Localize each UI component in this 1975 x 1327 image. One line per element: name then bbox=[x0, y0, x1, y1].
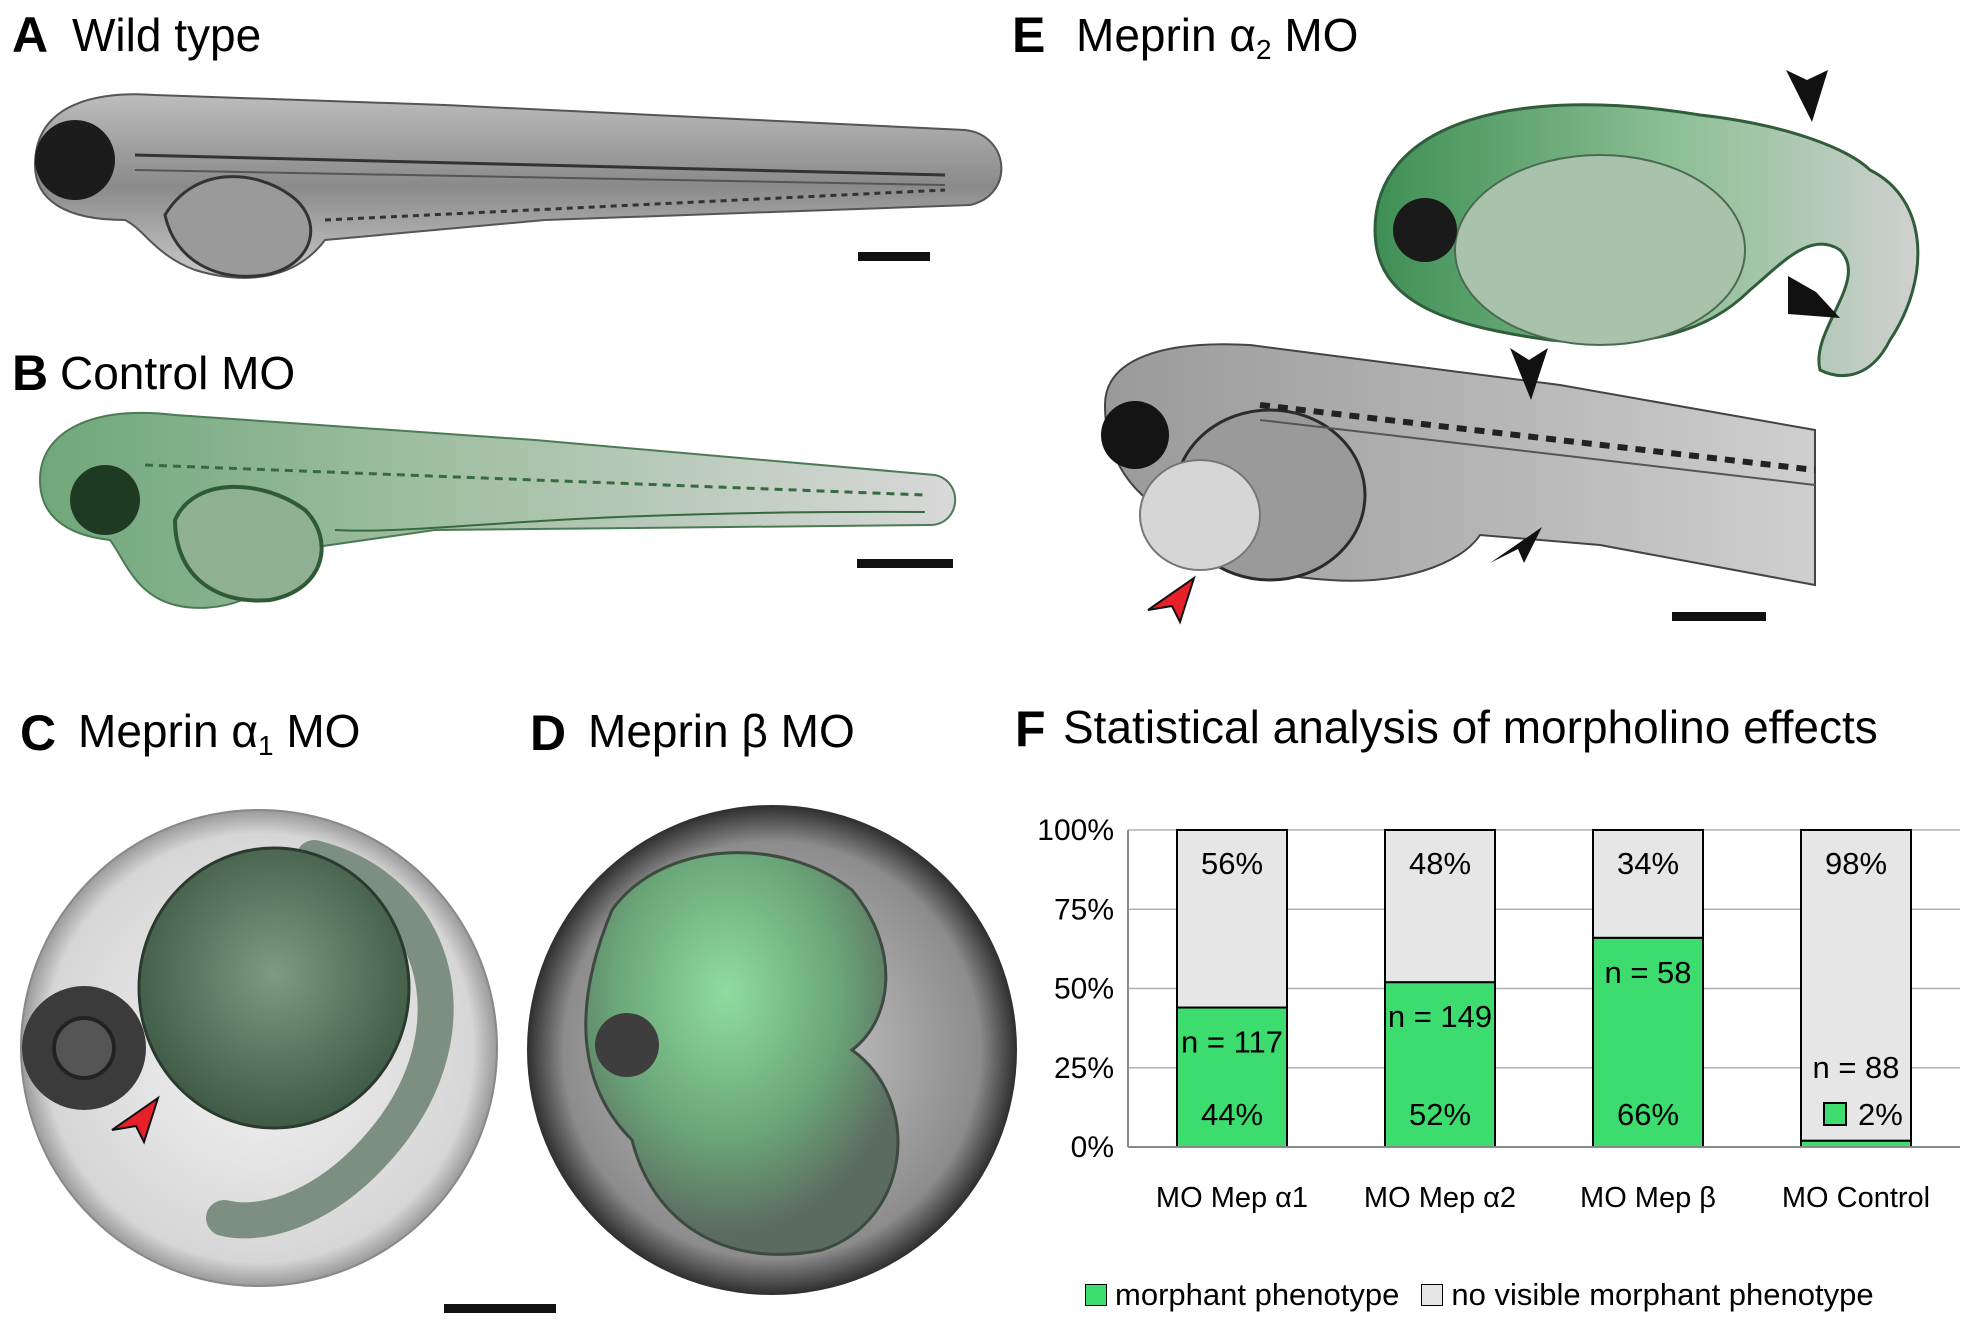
panel-label-e: E bbox=[1012, 7, 1046, 63]
data-label-no-morphant: 48% bbox=[1409, 846, 1471, 881]
panel-title-e-subscript: 2 bbox=[1255, 34, 1272, 65]
n-label: n = 88 bbox=[1812, 1050, 1899, 1085]
arrowhead-black bbox=[1490, 527, 1542, 563]
n-label: n = 117 bbox=[1181, 1025, 1283, 1060]
control-mo-larva-image bbox=[38, 411, 957, 609]
arrowhead-red bbox=[111, 1095, 160, 1145]
arrowhead-black bbox=[1786, 70, 1828, 122]
chart-legend: morphant phenotype no visible morphant p… bbox=[1085, 1277, 1874, 1313]
n-label: n = 149 bbox=[1388, 999, 1492, 1034]
bar-morphant bbox=[1592, 936, 1704, 1148]
panel-label-a: A bbox=[12, 7, 49, 63]
arrowhead-black bbox=[1788, 276, 1840, 318]
legend-label-no-morphant: no visible morphant phenotype bbox=[1451, 1277, 1874, 1312]
arrowhead-black bbox=[1510, 348, 1548, 400]
panel-title-c-suffix: MO bbox=[273, 705, 361, 757]
x-category-label: MO Mep α2 bbox=[1364, 1182, 1516, 1214]
data-label-morphant: 52% bbox=[1409, 1097, 1471, 1132]
panel-title-c-subscript: 1 bbox=[257, 730, 274, 761]
data-label-morphant: 44% bbox=[1201, 1097, 1263, 1132]
y-tick-label: 50% bbox=[1054, 973, 1114, 1006]
legend-swatch-morphant bbox=[1085, 1284, 1107, 1306]
legend-label-morphant: morphant phenotype bbox=[1115, 1277, 1400, 1312]
data-label-morphant: 66% bbox=[1617, 1097, 1679, 1132]
y-tick-label: 75% bbox=[1054, 893, 1114, 926]
small-morphant-marker bbox=[1823, 1102, 1847, 1126]
panel-title-e: Meprin α2 MO bbox=[1076, 12, 1358, 64]
panel-title-a: Wild type bbox=[72, 9, 262, 61]
morpholino-effects-chart: 56% n = 117 44% MO Mep α1 48% n = 149 52% MO Me… bbox=[1037, 814, 1960, 1214]
scale-bar bbox=[1672, 612, 1766, 621]
x-category-label: MO Mep α1 bbox=[1156, 1182, 1308, 1214]
legend-swatch-no-morphant bbox=[1421, 1284, 1444, 1306]
bar-no-morphant bbox=[1176, 829, 1288, 1009]
n-label: n = 58 bbox=[1604, 955, 1691, 990]
chart-title: Statistical analysis of morpholino effec… bbox=[1063, 701, 1878, 753]
bar-no-morphant bbox=[1384, 829, 1496, 984]
y-tick-label: 100% bbox=[1037, 814, 1114, 847]
panel-title-d: Meprin β MO bbox=[588, 705, 855, 757]
meprin-alpha2-curved-larva-image bbox=[1373, 103, 1920, 377]
scale-bar bbox=[444, 1304, 556, 1313]
panel-title-c-prefix: Meprin α bbox=[78, 705, 258, 757]
data-label-no-morphant: 34% bbox=[1617, 846, 1679, 881]
panel-title-e-suffix: MO bbox=[1271, 9, 1359, 61]
panel-label-d: D bbox=[530, 705, 567, 761]
panel-label-c: C bbox=[20, 705, 57, 761]
x-category-label: MO Control bbox=[1782, 1182, 1930, 1214]
scale-bar bbox=[858, 252, 930, 261]
x-category-label: MO Mep β bbox=[1580, 1182, 1716, 1214]
meprin-alpha1-embryo-image bbox=[20, 809, 498, 1287]
data-label-no-morphant: 56% bbox=[1201, 846, 1263, 881]
meprin-alpha2-straight-larva-image bbox=[1101, 343, 1816, 587]
y-tick-label: 25% bbox=[1054, 1052, 1114, 1085]
data-label-no-morphant: 98% bbox=[1825, 846, 1887, 881]
arrowhead-red bbox=[1147, 575, 1196, 625]
y-tick-label: 0% bbox=[1071, 1131, 1114, 1164]
panel-title-e-prefix: Meprin α bbox=[1076, 9, 1256, 61]
scale-bar bbox=[857, 559, 953, 568]
panel-label-f: F bbox=[1015, 701, 1046, 757]
bar-morphant bbox=[1384, 981, 1496, 1148]
bar-no-morphant bbox=[1800, 829, 1912, 1142]
meprin-beta-embryo-image bbox=[527, 805, 1017, 1295]
data-label-morphant: 2% bbox=[1858, 1097, 1903, 1132]
panel-title-b: Control MO bbox=[60, 347, 296, 399]
bar-morphant bbox=[1176, 1006, 1288, 1148]
panel-label-b: B bbox=[12, 345, 49, 401]
panel-title-c: Meprin α1 MO bbox=[78, 708, 360, 760]
bar-no-morphant bbox=[1592, 829, 1704, 939]
wild-type-larva-image bbox=[33, 93, 1003, 279]
